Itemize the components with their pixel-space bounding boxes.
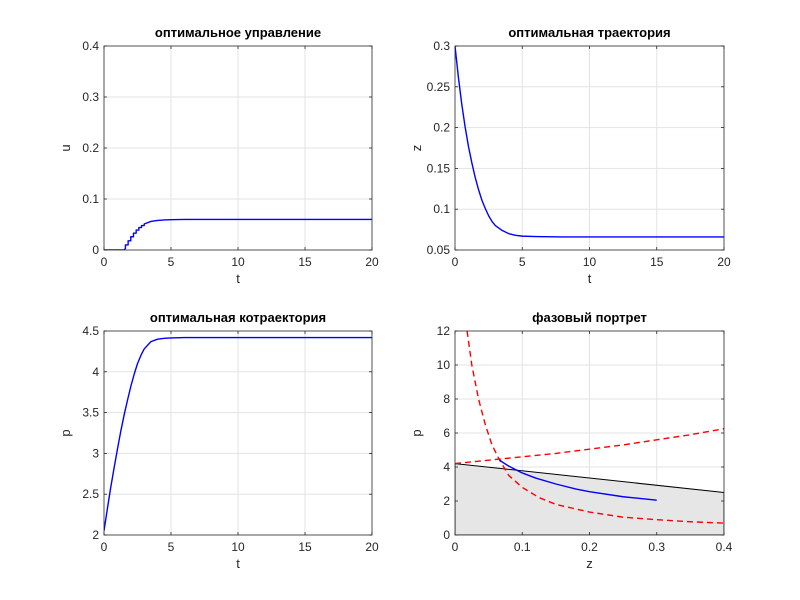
phase-ytick-label-6: 12	[437, 324, 451, 338]
control-ylabel: u	[58, 144, 73, 151]
phase-subplot: 0 0.1 0.2 0.3 0.4 0 2 4 6 8 10 12 фазовый портрет z p	[409, 310, 733, 571]
trajectory-title: оптимальная траектория	[508, 25, 670, 40]
costate-ytick-label-1: 2.5	[82, 487, 99, 501]
control-xtick-label-1: 5	[168, 255, 175, 269]
control-ytick-label-4: 0.4	[82, 39, 99, 53]
trajectory-ytick-label-0: 0.05	[427, 243, 451, 257]
phase-xtick-label-4: 0.4	[716, 540, 733, 554]
control-data-layer	[104, 218, 372, 250]
trajectory-series-0-line	[455, 46, 724, 238]
costate-xtick-label-3: 15	[298, 540, 312, 554]
costate-xtick-label-2: 10	[231, 540, 245, 554]
trajectory-xtick-label-1: 5	[519, 255, 526, 269]
costate-xtick-label-4: 20	[365, 540, 379, 554]
phase-xlabel: z	[586, 556, 593, 571]
control-ytick-label-1: 0.1	[82, 192, 99, 206]
phase-series-2-line	[498, 459, 657, 501]
costate-xtick-label-0: 0	[101, 540, 108, 554]
phase-title: фазовый портрет	[532, 310, 647, 325]
trajectory-ytick-label-1: 0.1	[433, 202, 450, 216]
phase-admissible-region	[455, 463, 724, 535]
trajectory-data-layer	[455, 46, 724, 238]
control-xtick-label-4: 20	[365, 255, 379, 269]
trajectory-subplot: 0 5 10 15 20 0.05 0.1 0.15 0.2 0.25 0.3 оптимальная…	[409, 25, 731, 286]
control-xtick-label-2: 10	[231, 255, 245, 269]
phase-ylabel: p	[409, 429, 424, 436]
trajectory-xtick-label-3: 15	[650, 255, 664, 269]
phase-series-1-line	[455, 428, 724, 465]
trajectory-ytick-label-4: 0.25	[427, 80, 451, 94]
costate-ytick-label-0: 2	[92, 528, 99, 542]
control-ytick-label-3: 0.3	[82, 90, 99, 104]
costate-series-0-line	[104, 336, 372, 532]
costate-xlabel: t	[236, 556, 240, 571]
control-xtick-label-3: 15	[298, 255, 312, 269]
phase-data-layer	[455, 331, 724, 535]
phase-ytick-label-2: 4	[443, 460, 450, 474]
trajectory-xtick-label-4: 20	[717, 255, 731, 269]
trajectory-xtick-label-2: 10	[583, 255, 597, 269]
phase-xtick-label-2: 0.2	[581, 540, 598, 554]
phase-xtick-label-0: 0	[452, 540, 459, 554]
phase-ytick-label-0: 0	[443, 528, 450, 542]
control-ytick-label-2: 0.2	[82, 141, 99, 155]
costate-ytick-label-5: 4.5	[82, 324, 99, 338]
trajectory-ytick-label-3: 0.2	[433, 121, 450, 135]
phase-xtick-label-3: 0.3	[648, 540, 665, 554]
phase-ytick-label-3: 6	[443, 426, 450, 440]
control-series-0-line	[104, 218, 372, 250]
phase-ytick-label-1: 2	[443, 494, 450, 508]
control-xlabel: t	[236, 271, 240, 286]
phase-ytick-label-4: 8	[443, 392, 450, 406]
costate-ylabel: p	[58, 429, 73, 436]
control-subplot: 0 5 10 15 20 0 0.1 0.2 0.3 0.4 оптимальное управле…	[58, 25, 379, 286]
trajectory-xlabel: t	[588, 271, 592, 286]
trajectory-ytick-label-2: 0.15	[427, 161, 451, 175]
trajectory-ylabel: z	[409, 145, 424, 152]
control-xtick-label-0: 0	[101, 255, 108, 269]
phase-xtick-label-1: 0.1	[514, 540, 531, 554]
phase-ytick-label-5: 10	[437, 358, 451, 372]
trajectory-ytick-label-5: 0.3	[433, 39, 450, 53]
costate-xtick-label-1: 5	[168, 540, 175, 554]
costate-data-layer	[104, 336, 372, 532]
costate-ytick-label-4: 4	[92, 365, 99, 379]
costate-title: оптимальная котраектория	[150, 310, 326, 325]
costate-ytick-label-3: 3.5	[82, 406, 99, 420]
control-title: оптимальное управление	[155, 25, 321, 40]
costate-subplot: 0 5 10 15 20 2 2.5 3 3.5 4 4.5 оптимальная котраект…	[58, 310, 379, 571]
costate-ytick-label-2: 3	[92, 446, 99, 460]
trajectory-xtick-label-0: 0	[452, 255, 459, 269]
control-ytick-label-0: 0	[92, 243, 99, 257]
